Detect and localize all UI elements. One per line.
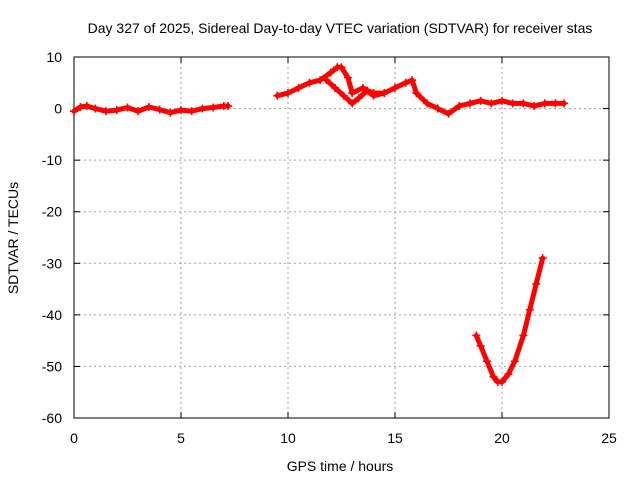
segment-3-point bbox=[519, 331, 528, 340]
segment-2-point bbox=[551, 99, 560, 108]
segment-1-point bbox=[82, 101, 91, 110]
axis-ticks: 0 5 10 15 20 25 10 0 -10 -20 -30 -40 -50 -60 bbox=[42, 49, 617, 446]
segment-3-point bbox=[510, 357, 519, 366]
segment-1-point bbox=[187, 107, 196, 116]
x-tick-label: 10 bbox=[280, 430, 296, 446]
x-tick-label: 0 bbox=[70, 430, 78, 446]
segment-2-point bbox=[294, 83, 303, 92]
segment-1-point bbox=[155, 105, 164, 114]
plot-frame bbox=[73, 56, 610, 419]
segment-3-point bbox=[472, 331, 481, 340]
segment-1-point bbox=[70, 107, 78, 116]
segment-1-point bbox=[112, 106, 121, 115]
segment-2-line bbox=[274, 64, 567, 117]
segment-3-point bbox=[483, 357, 492, 366]
segment-3-point bbox=[525, 305, 534, 314]
segment-3-line bbox=[473, 255, 546, 385]
segment-2-lower-branch-point bbox=[322, 76, 331, 85]
segment-2-point bbox=[519, 99, 528, 108]
segment-2-point bbox=[273, 91, 282, 100]
segment-2-lower-branch-point bbox=[331, 83, 340, 92]
segment-2-point bbox=[444, 109, 453, 118]
segment-2-lower-branch-point bbox=[363, 86, 372, 95]
segment-2-point bbox=[530, 101, 539, 110]
y-tick-label: -50 bbox=[42, 358, 62, 374]
segment-2-point bbox=[391, 83, 399, 92]
segment-3-point bbox=[532, 279, 541, 288]
segment-1-point bbox=[177, 106, 185, 115]
segment-2-point bbox=[408, 76, 417, 85]
segment-1-point bbox=[134, 107, 143, 116]
y-tick-label: -30 bbox=[42, 255, 62, 271]
segment-2-lower-branch-point bbox=[369, 89, 378, 98]
segment-1-point bbox=[76, 103, 85, 112]
segment-1-point bbox=[102, 107, 111, 116]
y-tick-label: 0 bbox=[54, 101, 62, 117]
segment-1-point bbox=[224, 101, 233, 110]
grid bbox=[74, 57, 609, 418]
segment-2-lower-branch-point bbox=[380, 89, 389, 98]
x-tick-label: 25 bbox=[601, 430, 617, 446]
segment-2-point bbox=[487, 99, 496, 108]
segment-2-point bbox=[455, 101, 464, 110]
data-series bbox=[70, 63, 569, 386]
segment-3-point bbox=[476, 341, 485, 350]
segment-2-point bbox=[412, 89, 421, 98]
segment-1-point bbox=[209, 103, 218, 112]
x-axis-label: GPS time / hours bbox=[287, 458, 394, 474]
y-tick-label: -40 bbox=[42, 307, 62, 323]
segment-1-point bbox=[198, 104, 207, 113]
segment-2-point bbox=[476, 96, 485, 105]
segment-2-point bbox=[305, 78, 314, 87]
y-tick-label: -20 bbox=[42, 204, 62, 220]
segment-3-point bbox=[498, 377, 506, 386]
segment-2-point bbox=[465, 99, 474, 108]
segment-2-point bbox=[358, 83, 367, 92]
segment-2-point bbox=[508, 99, 517, 108]
segment-2-point bbox=[284, 89, 292, 98]
x-tick-label: 20 bbox=[494, 430, 510, 446]
segment-1-point bbox=[166, 108, 175, 117]
segment-3-point bbox=[489, 372, 498, 381]
x-tick-label: 15 bbox=[387, 430, 403, 446]
segment-2-point bbox=[560, 99, 569, 108]
segment-1-point bbox=[91, 104, 100, 113]
segment-2-point bbox=[326, 68, 335, 77]
x-tick-label: 5 bbox=[177, 430, 185, 446]
segment-1-point bbox=[144, 103, 153, 112]
y-tick-label: -10 bbox=[42, 152, 62, 168]
segment-2-point bbox=[337, 63, 346, 72]
segment-3-point bbox=[538, 254, 547, 263]
segment-2-point bbox=[498, 96, 506, 105]
segment-2-lower-branch-point bbox=[354, 94, 363, 103]
segment-2-point bbox=[401, 78, 410, 87]
segment-2-point bbox=[433, 104, 442, 113]
y-tick-label: 10 bbox=[46, 49, 62, 65]
y-tick-label: -60 bbox=[42, 410, 62, 426]
chart-title: Day 327 of 2025, Sidereal Day-to-day VTE… bbox=[88, 20, 593, 36]
segment-2-lower-branch-point bbox=[339, 91, 348, 100]
segment-2-point bbox=[540, 99, 549, 108]
segment-2-point bbox=[343, 73, 352, 82]
segment-2-lower-branch-point bbox=[348, 99, 357, 108]
segment-1-point bbox=[123, 103, 132, 112]
segment-2-point bbox=[348, 89, 357, 98]
y-axis-label: SDTVAR / TECUs bbox=[5, 182, 21, 294]
segment-2-point bbox=[423, 99, 432, 108]
segment-3-point bbox=[504, 370, 513, 379]
